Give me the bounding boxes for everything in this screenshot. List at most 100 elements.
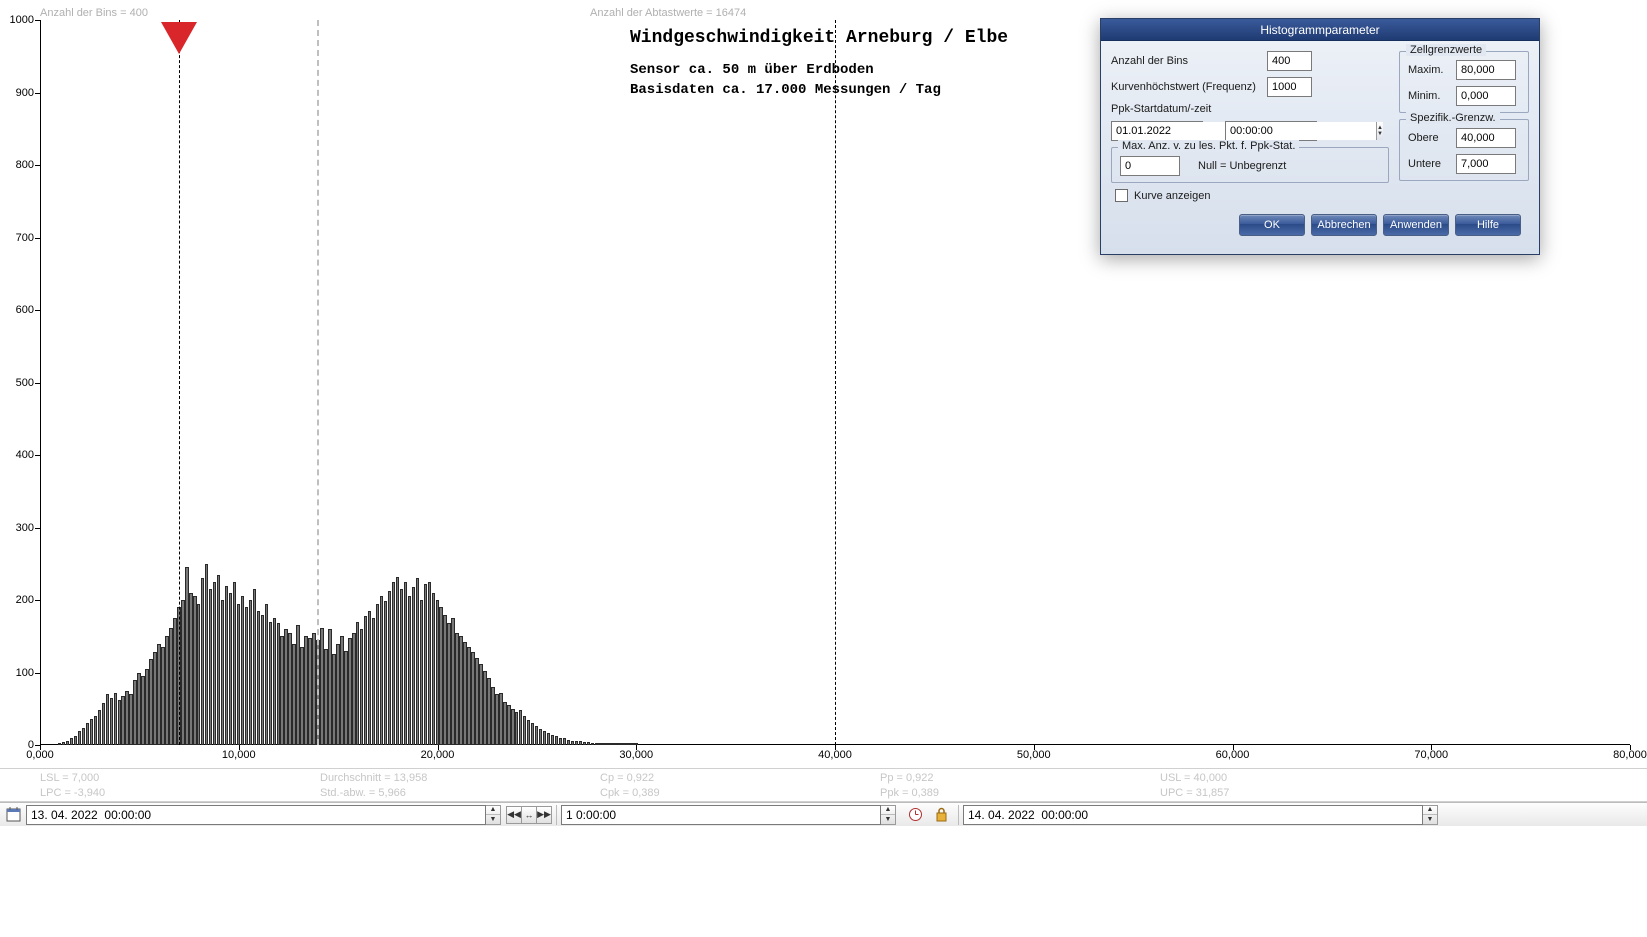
spec-limits-fieldset: Spezifik.-Grenzw. Obere Untere xyxy=(1399,119,1529,181)
histogram-bar xyxy=(360,629,363,745)
spec-lower-input[interactable] xyxy=(1456,154,1516,174)
y-tick-label: 700 xyxy=(16,232,34,244)
histogram-bar xyxy=(535,726,538,745)
histogram-bar xyxy=(257,611,260,745)
calendar-icon[interactable] xyxy=(4,806,22,824)
histogram-bar xyxy=(384,601,387,745)
ok-button[interactable]: OK xyxy=(1239,214,1305,236)
stat-upc: UPC = 31,857 xyxy=(1160,787,1229,799)
marker-triangle-icon xyxy=(161,22,197,54)
cell-max-input[interactable] xyxy=(1456,60,1516,80)
prev-prev-button[interactable]: ◀◀ xyxy=(506,806,522,824)
histogram-bar xyxy=(245,607,248,745)
show-curve-checkbox[interactable] xyxy=(1115,189,1128,202)
chart-subtitle-1: Sensor ca. 50 m über Erdboden xyxy=(630,62,874,78)
help-button[interactable]: Hilfe xyxy=(1455,214,1521,236)
histogram-bar xyxy=(487,678,490,745)
maxpts-input[interactable] xyxy=(1120,156,1180,176)
histogram-bar xyxy=(205,564,208,745)
histogram-bar xyxy=(265,604,268,745)
time-toolbar: ▲▼ ◀◀ ↔ ▶▶ ▲▼ ▲▼ xyxy=(0,802,1647,826)
cell-limits-legend: Zellgrenzwerte xyxy=(1406,44,1486,56)
ppk-time-combo[interactable]: ▲▼ xyxy=(1225,121,1317,141)
next-next-button[interactable]: ▶▶ xyxy=(536,806,552,824)
y-tick-label: 800 xyxy=(16,159,34,171)
histogram-bar xyxy=(300,647,303,745)
stat-lpc: LPC = -3,940 xyxy=(40,787,105,799)
stat-ppk: Ppk = 0,389 xyxy=(880,787,939,799)
y-tick-label: 500 xyxy=(16,377,34,389)
histogram-bar xyxy=(352,633,355,745)
histogram-bar xyxy=(217,575,220,745)
histogram-bar xyxy=(149,659,152,745)
usl-line xyxy=(835,20,836,745)
duration-input[interactable] xyxy=(561,805,881,825)
spec-limits-legend: Spezifik.-Grenzw. xyxy=(1406,112,1500,124)
histogram-bar xyxy=(102,703,105,745)
histogram-bar xyxy=(181,600,184,745)
histogram-bar xyxy=(503,702,506,746)
end-datetime-input[interactable] xyxy=(963,805,1423,825)
fit-button[interactable]: ↔ xyxy=(521,806,537,824)
nav-arrows: ◀◀ ↔ ▶▶ xyxy=(507,806,552,824)
duration-spinner[interactable]: ▲▼ xyxy=(881,805,896,825)
histogram-bar xyxy=(388,591,391,745)
start-datetime-input[interactable] xyxy=(26,805,486,825)
ppk-date-combo[interactable]: ▼ xyxy=(1111,121,1203,141)
histogram-bar xyxy=(436,600,439,745)
end-datetime-spinner[interactable]: ▲▼ xyxy=(1423,805,1438,825)
bins-input[interactable] xyxy=(1267,51,1312,71)
y-tick-label: 900 xyxy=(16,87,34,99)
apply-button[interactable]: Anwenden xyxy=(1383,214,1449,236)
histogram-bar xyxy=(157,644,160,746)
histogram-bar xyxy=(137,673,140,746)
histogram-bar xyxy=(273,618,276,745)
show-curve-label: Kurve anzeigen xyxy=(1134,190,1210,202)
ppk-time-input[interactable] xyxy=(1226,122,1376,140)
y-tick-label: 100 xyxy=(16,667,34,679)
chart-y-axis: 01002003004005006007008009001000 xyxy=(0,20,40,745)
stat-pp: Pp = 0,922 xyxy=(880,772,934,784)
histogram-bar xyxy=(495,694,498,745)
histogram-bar xyxy=(344,651,347,745)
histogram-bar xyxy=(439,607,442,745)
histogram-bar xyxy=(368,611,371,745)
histogram-bar xyxy=(539,729,542,745)
histogram-bar xyxy=(416,578,419,745)
peak-input[interactable] xyxy=(1267,77,1312,97)
spec-upper-input[interactable] xyxy=(1456,128,1516,148)
histogram-bar xyxy=(519,710,522,745)
histogram-bar xyxy=(193,596,196,745)
stat-cp: Cp = 0,922 xyxy=(600,772,654,784)
histogram-bar xyxy=(153,652,156,745)
histogram-bar xyxy=(443,615,446,746)
histogram-bar xyxy=(471,652,474,745)
maxpts-note: Null = Unbegrenzt xyxy=(1198,160,1286,172)
start-datetime-spinner[interactable]: ▲▼ xyxy=(486,805,501,825)
histogram-bar xyxy=(420,600,423,745)
histogram-bar xyxy=(90,719,93,745)
x-tick-label: 70,000 xyxy=(1414,749,1448,761)
histogram-bar xyxy=(296,625,299,745)
histogram-bar xyxy=(161,647,164,745)
maxpts-legend: Max. Anz. v. zu les. Pkt. f. Ppk-Stat. xyxy=(1118,140,1299,152)
mean-line xyxy=(317,20,319,745)
ppk-time-spinner[interactable]: ▲▼ xyxy=(1376,122,1383,140)
histogram-bar xyxy=(221,600,224,745)
x-tick-label: 50,000 xyxy=(1017,749,1051,761)
cancel-button[interactable]: Abbrechen xyxy=(1311,214,1377,236)
histogram-bar xyxy=(447,623,450,745)
histogram-bar xyxy=(253,589,256,745)
histogram-bar xyxy=(241,596,244,745)
lock-icon[interactable] xyxy=(932,806,950,824)
clock-icon[interactable] xyxy=(906,806,924,824)
histogram-bar xyxy=(118,700,121,745)
y-tick-label: 1000 xyxy=(10,14,34,26)
histogram-bar xyxy=(261,615,264,746)
histogram-bar xyxy=(280,636,283,745)
histogram-bar xyxy=(98,710,101,745)
histogram-bar xyxy=(479,664,482,745)
histogram-bar xyxy=(121,696,124,745)
histogram-bar xyxy=(225,586,228,746)
cell-min-input[interactable] xyxy=(1456,86,1516,106)
